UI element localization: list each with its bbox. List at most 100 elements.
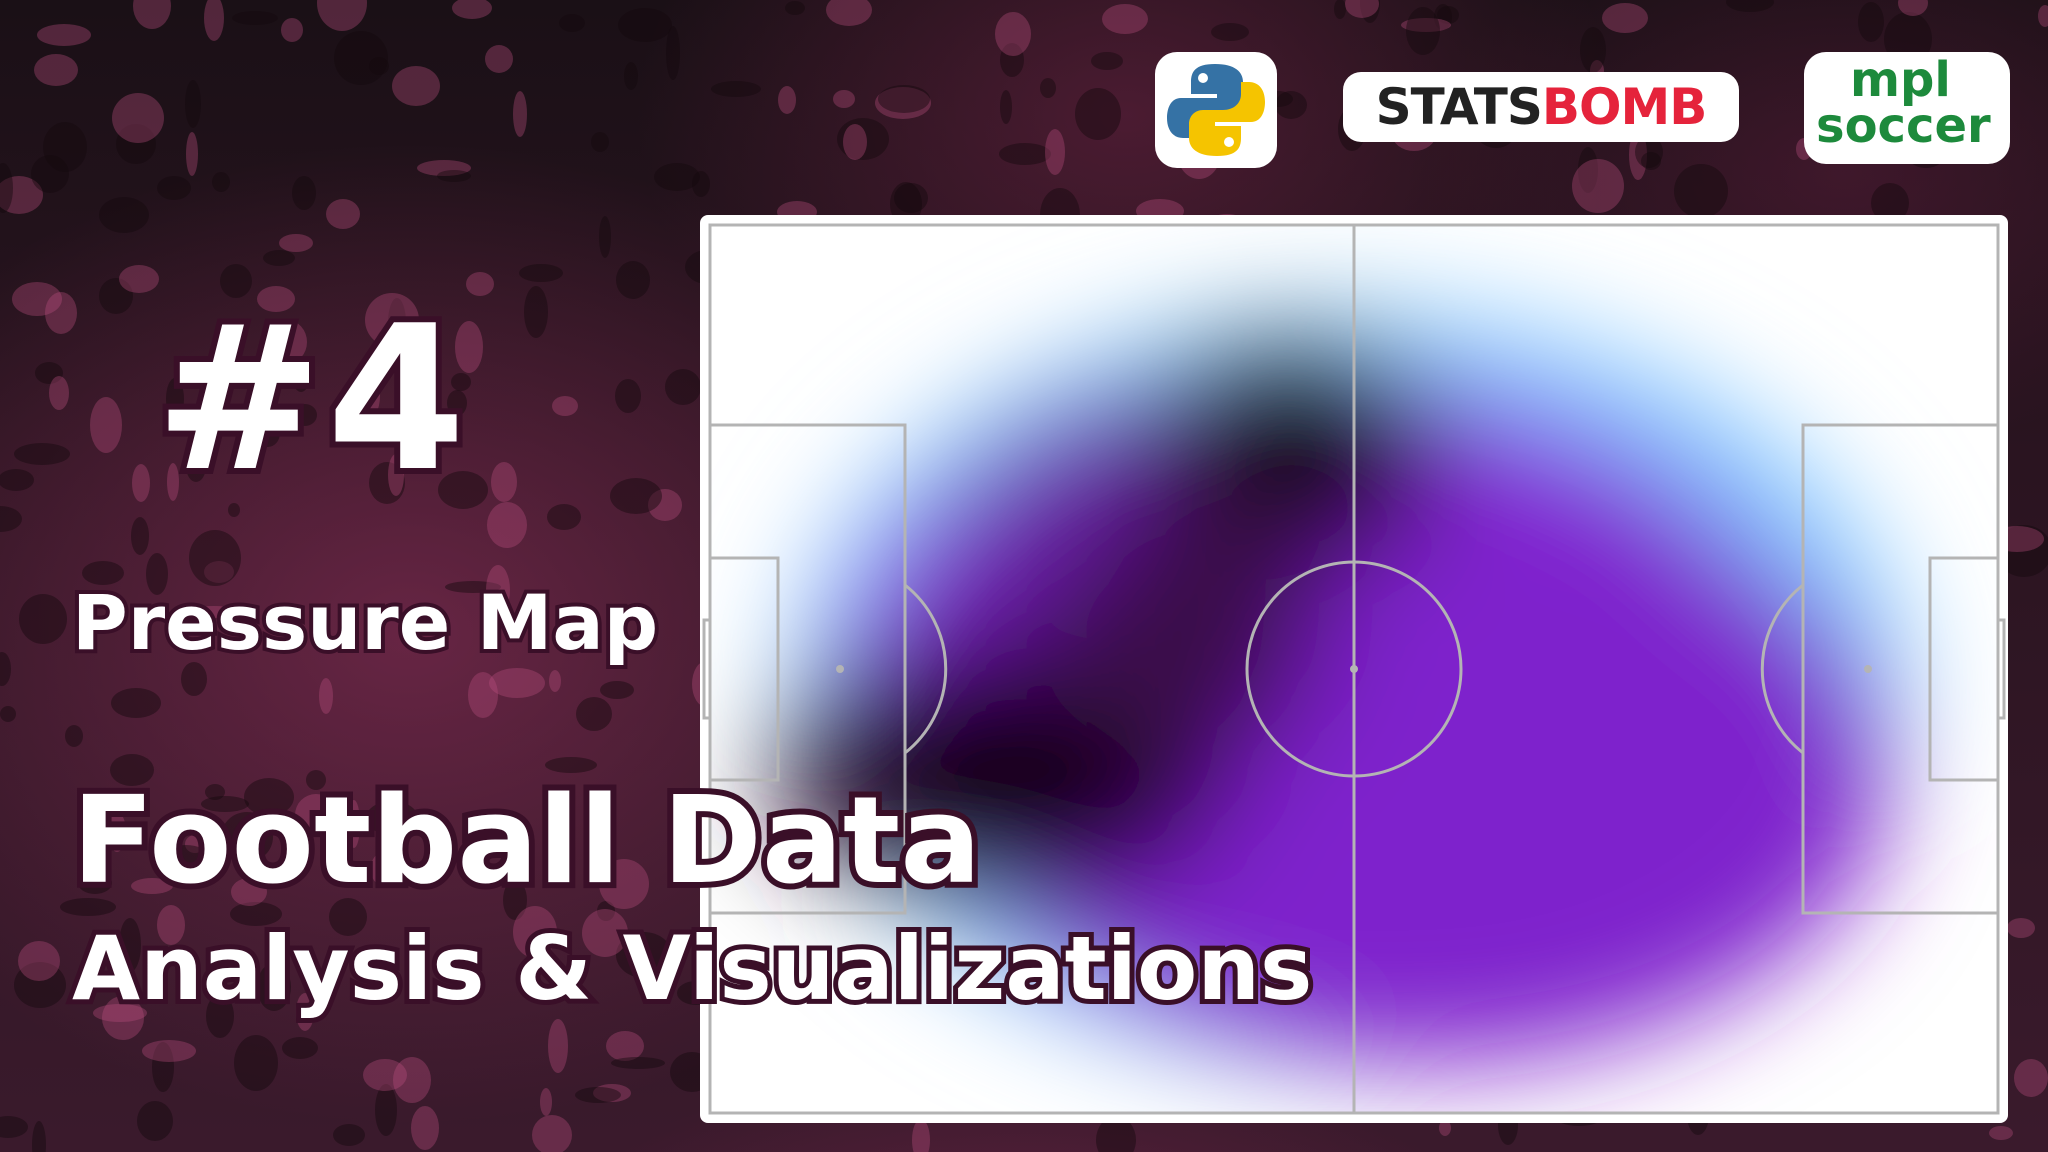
crowd-blob: [486, 565, 510, 615]
crowd-blob: [334, 31, 388, 85]
crowd-blob: [547, 504, 581, 530]
crowd-blob: [666, 26, 680, 80]
crowd-blob: [116, 124, 156, 164]
crowd-blob: [82, 561, 124, 585]
crowd-blob: [843, 124, 867, 160]
crowd-blob: [837, 118, 889, 160]
crowd-blob: [1102, 4, 1148, 34]
crowd-blob: [185, 835, 205, 853]
crowd-blob: [32, 1121, 46, 1152]
crowd-blob: [60, 898, 116, 916]
crowd-blob: [267, 320, 307, 364]
crowd-blob: [894, 183, 928, 213]
crowd-blob: [0, 506, 22, 532]
crowd-blob: [593, 1084, 631, 1102]
crowd-blob: [93, 1004, 147, 1022]
mplsoccer-line2: soccer: [1816, 98, 1991, 154]
crowd-blob: [552, 396, 578, 416]
crowd-blob: [1578, 147, 1598, 193]
crowd-blob: [186, 132, 198, 176]
crowd-blob: [187, 606, 241, 618]
crowd-blob: [513, 906, 557, 958]
crowd-blob: [375, 331, 389, 369]
crowd-blob: [281, 18, 303, 42]
crowd-blob: [1334, 0, 1346, 19]
crowd-blob: [665, 369, 701, 405]
crowd-blob: [1434, 4, 1452, 30]
crowd-blob: [1989, 1126, 2013, 1140]
crowd-blob: [575, 1087, 621, 1103]
crowd-blob: [1275, 91, 1307, 119]
crowd-blob: [131, 878, 173, 894]
statsbomb-wordmark: STATSBOMB: [1375, 78, 1708, 136]
crowd-blob: [610, 478, 662, 514]
crowd-blob: [90, 397, 122, 453]
heat-core-top: [1220, 360, 1380, 500]
crowd-blob: [1602, 3, 1648, 33]
crowd-blob: [545, 757, 597, 773]
crowd-blob: [532, 1115, 572, 1152]
crowd-blob: [369, 57, 389, 75]
crowd-blob: [293, 366, 309, 392]
crowd-blob: [548, 1019, 568, 1073]
crowd-blob: [137, 1101, 173, 1141]
crowd-blob: [12, 282, 62, 316]
crowd-blob: [616, 932, 672, 978]
crowd-blob: [212, 172, 230, 192]
crowd-blob: [189, 530, 241, 586]
crowd-blob: [452, 0, 492, 19]
crowd-blob: [230, 902, 282, 926]
crowd-blob: [417, 160, 471, 176]
crowd-blob: [485, 45, 513, 73]
crowd-blob: [257, 963, 291, 1011]
crowd-blob: [319, 678, 333, 714]
crowd-blob: [540, 1088, 552, 1116]
issue-number: #4: [149, 283, 472, 516]
crowd-blob: [201, 796, 249, 812]
crowd-blob: [559, 14, 585, 32]
crowd-blob: [1439, 1120, 1451, 1136]
crowd-blob: [466, 272, 494, 296]
crowd-blob: [99, 278, 133, 314]
crowd-blob: [1674, 164, 1728, 218]
crowd-blob: [110, 754, 154, 786]
crowd-blob: [186, 450, 206, 482]
crowd-blob: [146, 553, 168, 595]
left-goal: [702, 618, 712, 720]
crowd-blob: [445, 581, 501, 593]
crowd-blob: [995, 12, 1031, 56]
crowd-blob: [282, 1037, 318, 1059]
crowd-blob: [333, 1124, 365, 1146]
crowd-blob: [692, 171, 710, 197]
crowd-blob: [279, 234, 313, 252]
crowd-blob: [513, 91, 527, 137]
left-penalty-arc: [904, 583, 948, 755]
crowd-blob: [648, 489, 682, 521]
crowd-blob: [878, 85, 930, 113]
crowd-blob: [2038, 5, 2048, 27]
crowd-blob: [624, 62, 638, 90]
crowd-blob: [1996, 525, 2048, 577]
right-penalty-arc: [1760, 583, 1804, 755]
crowd-blob: [295, 794, 337, 836]
crowd-blob: [615, 379, 641, 413]
crowd-blob: [244, 778, 294, 816]
crowd-blob: [65, 725, 83, 747]
crowd-blob: [263, 250, 295, 266]
crowd-blob: [616, 261, 650, 299]
crowd-blob: [618, 8, 672, 42]
centre-circle: [1245, 560, 1463, 778]
crowd-blob: [19, 594, 67, 644]
crowd-blob: [388, 298, 406, 348]
crowd-blob: [549, 670, 561, 692]
headline-line-1: Football Data: [66, 772, 987, 911]
crowd-blob: [1580, 27, 1606, 73]
crowd-blob: [1000, 90, 1012, 124]
crowd-blob: [204, 561, 234, 583]
crowd-blob: [2007, 918, 2035, 938]
crowd-blob: [221, 812, 273, 862]
crowd-blob: [491, 462, 517, 502]
crowd-blob: [437, 170, 471, 182]
mplsoccer-line1: mpl: [1850, 52, 1951, 108]
crowd-blob: [205, 784, 225, 800]
